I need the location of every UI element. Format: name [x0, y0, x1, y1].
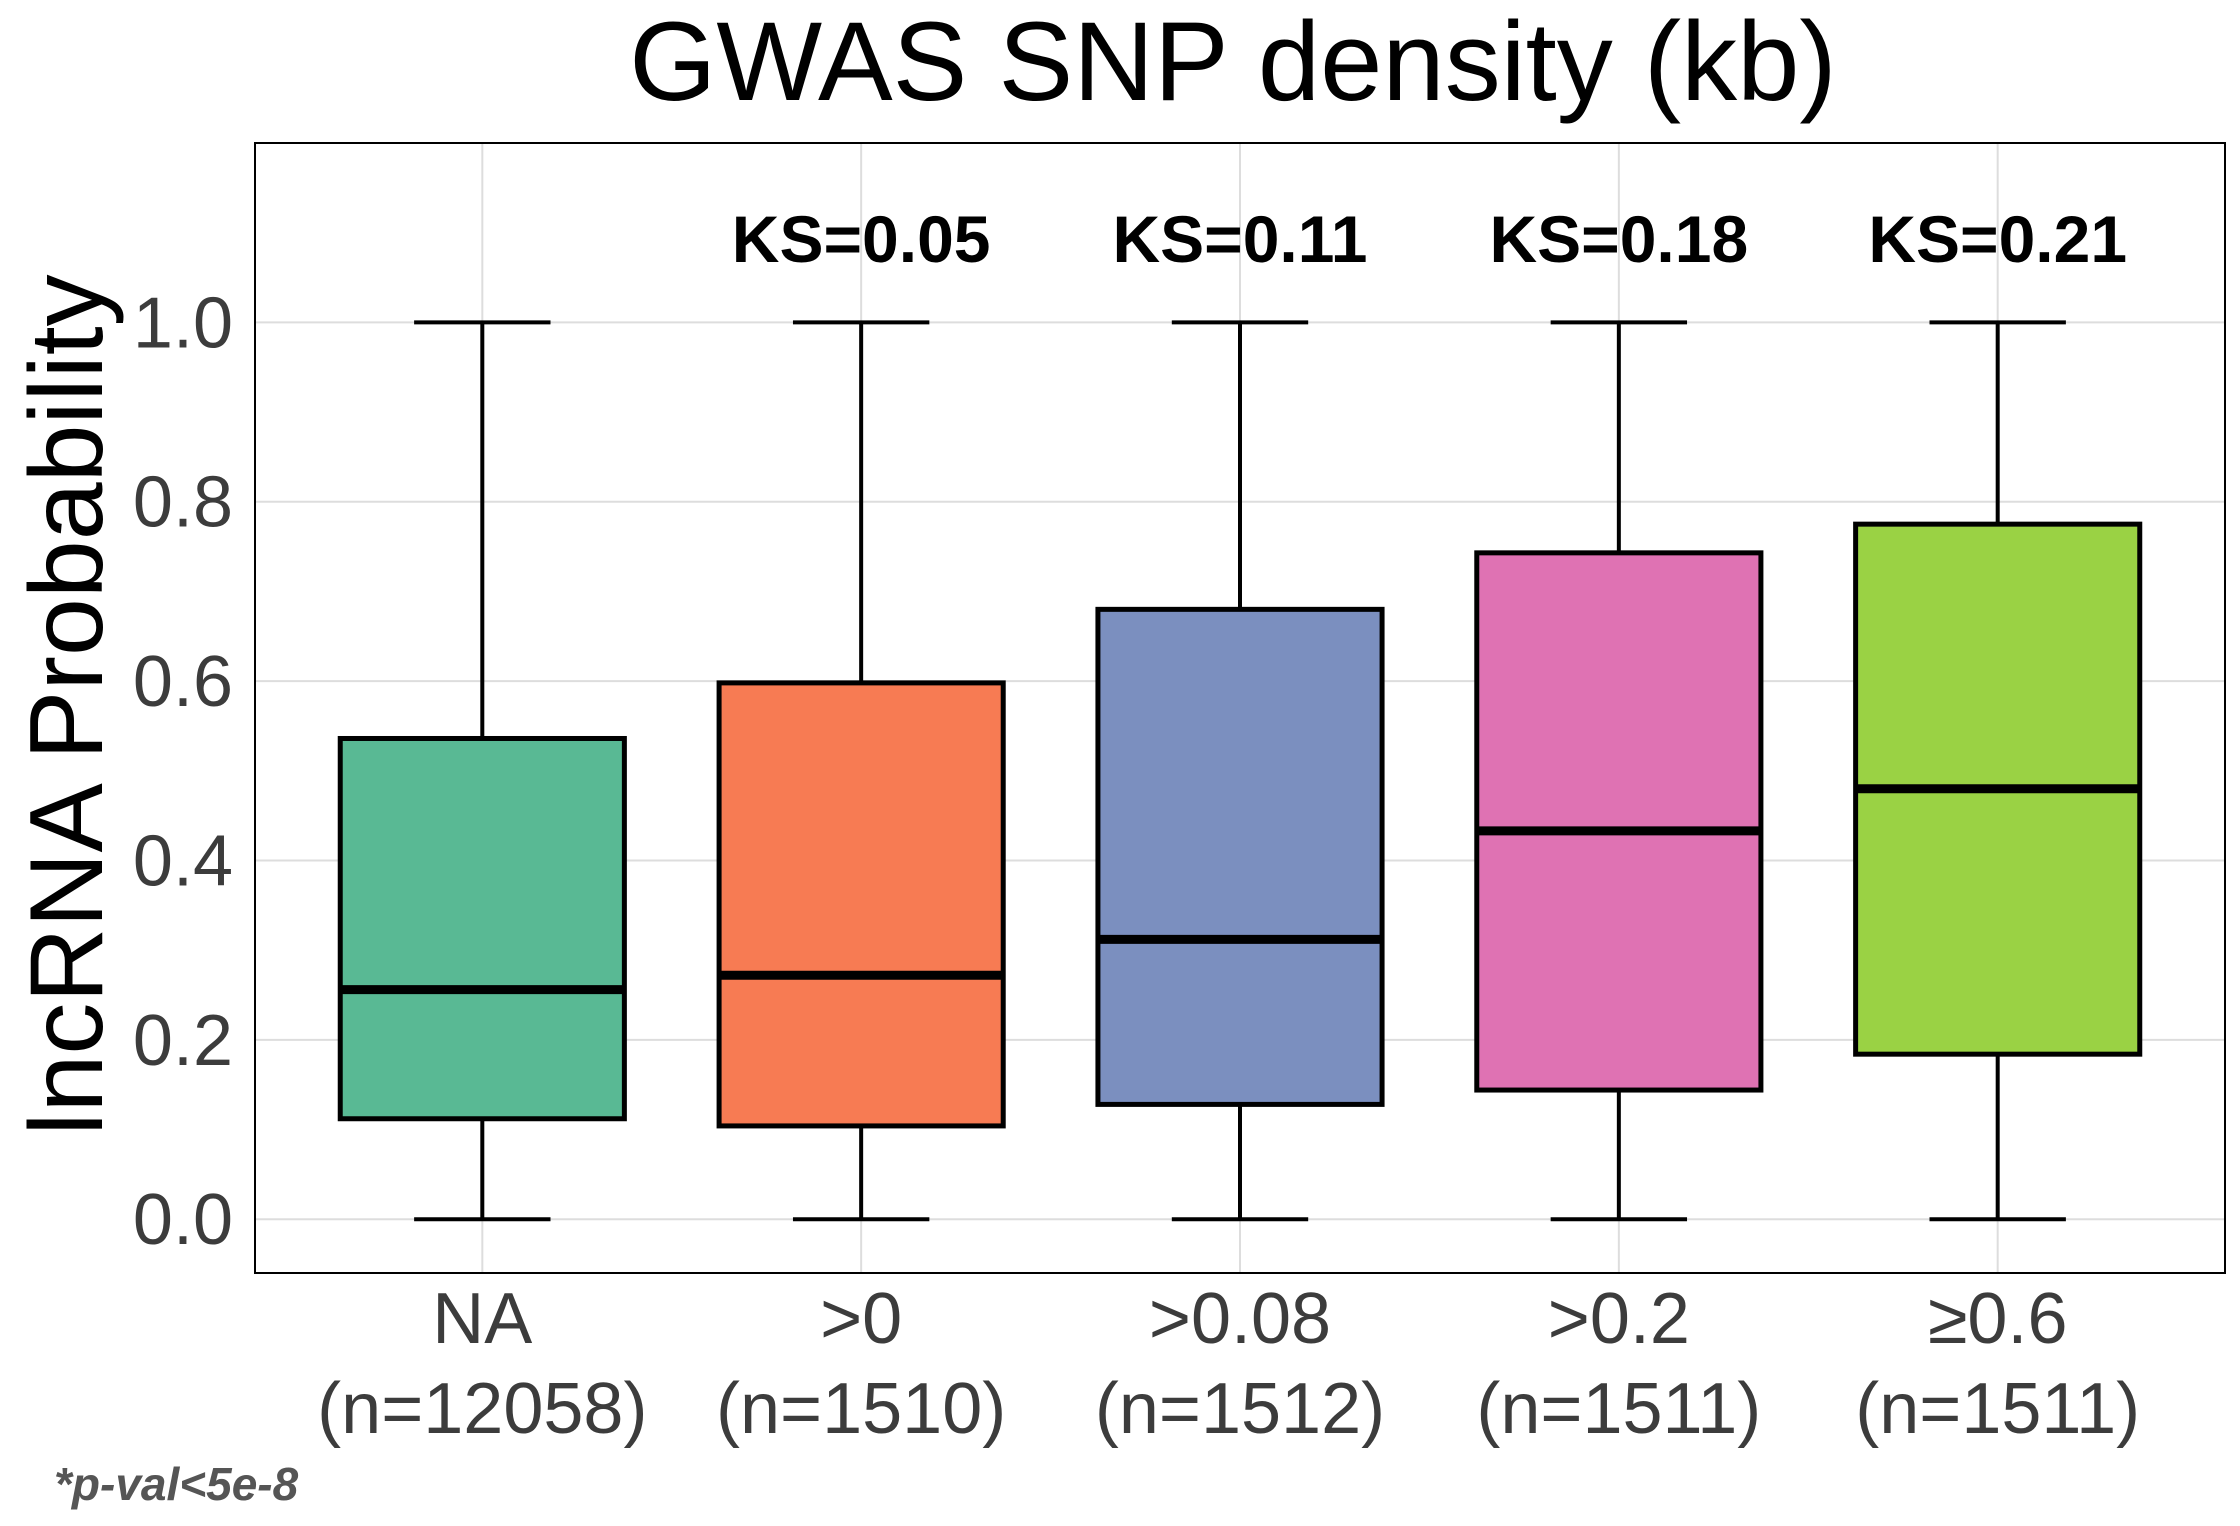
y-axis-ticks: 0.0 0.2 0.4 0.6 0.8 1.0: [133, 283, 233, 1260]
x-tick-label: NA: [432, 1279, 532, 1359]
x-tick-label: >0: [820, 1279, 902, 1359]
ks-annotation: KS=0.18: [1490, 202, 1749, 276]
box-group-0: [337, 320, 627, 1222]
x-tick-label: >0.08: [1149, 1279, 1331, 1359]
x-tick-label: ≥0.6: [1928, 1279, 2068, 1359]
box-group-2: KS=0.11: [1095, 202, 1385, 1222]
y-tick-label: 0.6: [133, 642, 233, 722]
y-tick-label: 0.2: [133, 1001, 233, 1081]
x-tick-count: (n=1510): [716, 1369, 1006, 1449]
box-group-3: KS=0.18: [1474, 202, 1764, 1222]
ks-annotation: KS=0.11: [1112, 202, 1367, 276]
x-tick-count: (n=1511): [1855, 1369, 2140, 1449]
boxes: KS=0.05 KS=0.11 KS=0.18 KS=0.21: [337, 202, 2143, 1222]
box-iqr: [716, 680, 1006, 1129]
chart-title: GWAS SNP density (kb): [629, 0, 1836, 124]
box-iqr: [1095, 606, 1385, 1107]
plot-frame: [254, 142, 2226, 1274]
box-group-4: KS=0.21: [1853, 202, 2143, 1222]
x-tick-count: (n=12058): [317, 1369, 647, 1449]
ks-annotation: KS=0.21: [1868, 202, 2127, 276]
box-group-1: KS=0.05: [716, 202, 1006, 1222]
x-tick-count: (n=1512): [1095, 1369, 1385, 1449]
footnote: *p-val<5e-8: [54, 1458, 299, 1510]
y-axis-label: lncRNA Probability: [9, 274, 125, 1135]
y-tick-label: 0.0: [133, 1180, 233, 1260]
box-iqr: [337, 735, 627, 1122]
x-axis-ticks: NA (n=12058) >0 (n=1510) >0.08 (n=1512) >0.2 (n…: [317, 1279, 2140, 1449]
y-tick-label: 0.4: [133, 821, 233, 901]
x-tick-count: (n=1511): [1476, 1369, 1761, 1449]
y-tick-label: 0.8: [133, 463, 233, 543]
ks-annotation: KS=0.05: [732, 202, 991, 276]
box-iqr: [1474, 550, 1764, 1093]
x-tick-label: >0.2: [1548, 1279, 1690, 1359]
y-tick-label: 1.0: [133, 283, 233, 363]
